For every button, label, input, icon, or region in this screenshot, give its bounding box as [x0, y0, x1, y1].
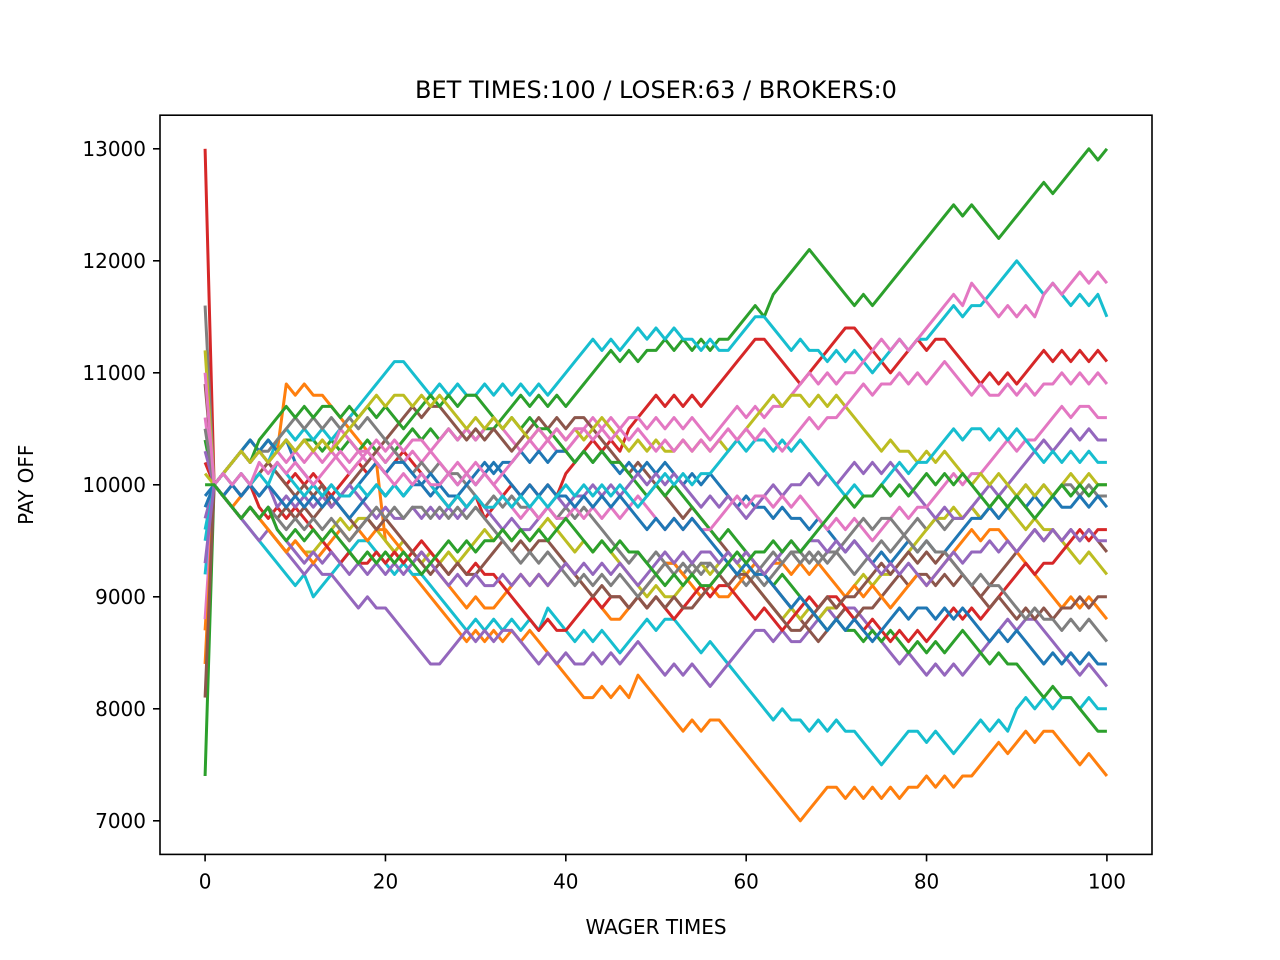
y-axis-label: PAY OFF	[14, 445, 38, 525]
series-line-6	[203, 270, 1109, 620]
series-line-20	[203, 460, 1107, 666]
y-tick-label: 10000	[82, 473, 146, 497]
x-tick-label: 60	[733, 869, 758, 893]
y-tick-label: 9000	[95, 585, 146, 609]
x-axis: 0 20 40 60 80 100	[199, 854, 1126, 893]
series-line-24	[205, 472, 1107, 588]
y-tick-label: 12000	[82, 249, 146, 273]
x-tick-label: 40	[553, 869, 578, 893]
series-line-22	[203, 360, 1109, 487]
y-tick-label: 13000	[82, 137, 146, 161]
y-tick-label: 8000	[95, 697, 146, 721]
y-axis: 7000 8000 9000 10000 11000 12000 13000	[82, 137, 160, 833]
series-line-5	[203, 259, 1109, 530]
series-line-23	[203, 483, 1107, 588]
chart-title: BET TIMES:100 / LOSER:63 / BROKERS:0	[415, 76, 897, 104]
x-axis-label: WAGER TIMES	[585, 915, 726, 939]
y-tick-label: 11000	[82, 361, 146, 385]
series-line-7	[203, 483, 1109, 688]
series-line-19	[203, 393, 1107, 498]
y-tick-label: 7000	[95, 809, 146, 833]
series-line-4	[203, 483, 1107, 767]
series-line-21	[203, 427, 1107, 542]
series-group	[203, 147, 1109, 823]
x-tick-label: 80	[914, 869, 939, 893]
x-tick-label: 100	[1088, 869, 1126, 893]
x-tick-label: 0	[199, 869, 212, 893]
series-line-15	[203, 427, 1107, 532]
x-tick-label: 20	[373, 869, 398, 893]
series-line-10	[203, 350, 1109, 621]
series-line-1	[203, 382, 1109, 823]
